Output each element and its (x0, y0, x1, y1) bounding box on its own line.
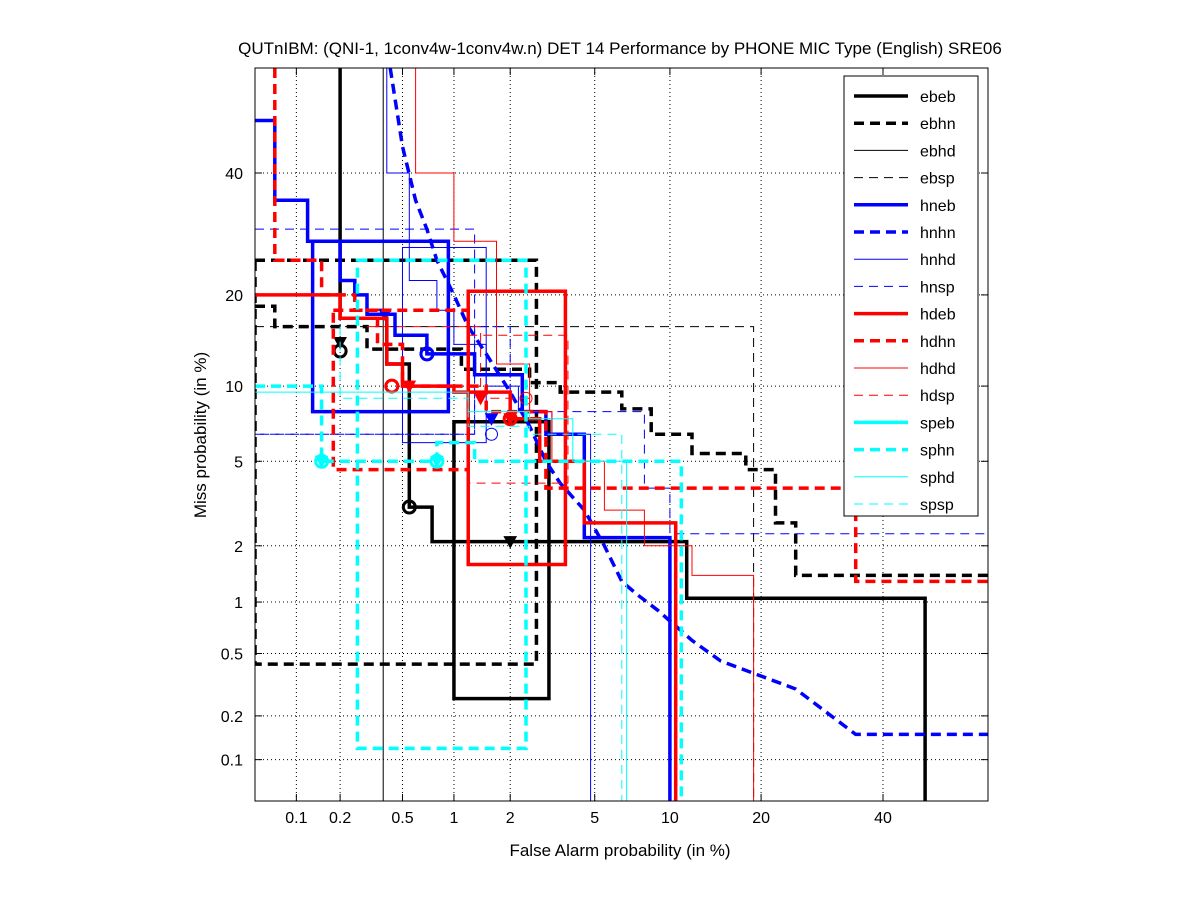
x-tick-label: 10 (661, 810, 679, 827)
actual-dcf-marker-ebeb (503, 536, 518, 549)
min-dcf-marker-hdhn (502, 411, 518, 427)
min-dcf-marker-hnhd (484, 427, 498, 441)
legend-label-hdsp: hdsp (920, 388, 955, 405)
actual-dcf-marker-hdsp (473, 392, 488, 406)
x-tick-label: 2 (506, 810, 515, 827)
y-tick-label: 40 (225, 166, 243, 183)
legend-label-hdeb: hdeb (920, 307, 956, 324)
legend-label-sphn: sphn (920, 443, 955, 460)
legend-label-hneb: hneb (920, 198, 956, 215)
legend-box (843, 75, 979, 517)
det-curves (255, 68, 988, 801)
confidence-box-hdeb (466, 289, 568, 567)
min-dcf-marker-ebeb (401, 499, 417, 515)
curve-hdhd (415, 68, 755, 801)
y-tick-label: 1 (234, 595, 243, 612)
confidence-box-ebeb (452, 419, 551, 701)
y-axis-title: Miss probability (in %) (191, 352, 210, 518)
legend-label-hdhn: hdhn (920, 334, 956, 351)
legend-label-hnsp: hnsp (920, 279, 955, 296)
legend-label-sphd: sphd (920, 470, 955, 487)
confidence-box-sphn (355, 258, 528, 751)
axis-ticks: 0.1 0.2 0.5 1 2 5 10 20 40 0.1 0.2 0.5 1 2 5 10 20 40 (221, 68, 988, 827)
legend-label-hdhd: hdhd (920, 361, 956, 378)
legend-label-hnhd: hnhd (920, 252, 956, 269)
legend-label-ebeb: ebeb (920, 89, 956, 106)
min-dcf-marker-hneb (419, 346, 435, 362)
legend-label-speb: speb (920, 415, 955, 432)
curve-spsp (339, 326, 623, 801)
series-hdhd (415, 68, 755, 801)
curve-hnhn (388, 68, 988, 737)
curve-hneb (255, 118, 672, 801)
y-tick-label: 2 (234, 539, 243, 556)
curve-ebhn (255, 304, 988, 578)
y-tick-label: 0.5 (221, 647, 243, 664)
x-tick-label: 20 (752, 810, 770, 827)
y-tick-label: 0.1 (221, 753, 243, 770)
confidence-box-hnsp (255, 228, 476, 435)
x-tick-label: 1 (449, 810, 458, 827)
x-tick-label: 0.2 (329, 810, 351, 827)
y-tick-label: 10 (225, 379, 243, 396)
series-hnsp (255, 228, 988, 535)
legend-label-ebsp: ebsp (920, 171, 955, 188)
x-tick-label: 5 (590, 810, 599, 827)
legend-label-ebhd: ebhd (920, 143, 956, 160)
curve-hdhn (273, 68, 988, 584)
series-hnhn (388, 68, 988, 737)
legend-label-hnhn: hnhn (920, 225, 956, 242)
legend-label-ebhn: ebhn (920, 116, 956, 133)
x-axis-title: False Alarm probability (in %) (509, 841, 730, 860)
actual-dcf-marker-hnhd (484, 413, 499, 426)
curve-hnsp (255, 326, 988, 535)
chart-title: QUTnIBM: (QNI-1, 1conv4w-1conv4w.n) DET … (238, 39, 1002, 58)
confidence-box-ebhn (255, 258, 539, 666)
y-tick-label: 5 (234, 454, 243, 471)
legend-label-spsp: spsp (920, 497, 954, 514)
x-tick-label: 40 (874, 810, 892, 827)
y-tick-label: 20 (225, 288, 243, 305)
min-dcf-marker-sphn (429, 453, 445, 469)
series-spsp (339, 326, 623, 801)
y-tick-label: 0.2 (221, 709, 243, 726)
plot-frame (254, 67, 989, 802)
x-tick-label: 0.5 (391, 810, 413, 827)
x-tick-label: 0.1 (285, 810, 307, 827)
legend: ebeb ebhn ebhd ebsp hneb hnhn hnhd hnsp hdeb hdhn… (843, 75, 979, 517)
